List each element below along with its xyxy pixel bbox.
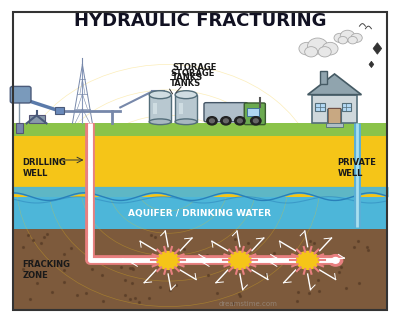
FancyBboxPatch shape xyxy=(204,103,248,122)
Circle shape xyxy=(299,42,315,55)
Circle shape xyxy=(229,252,251,269)
Circle shape xyxy=(328,255,343,266)
Bar xyxy=(13,228,387,310)
Circle shape xyxy=(322,42,338,55)
Text: dreamstime.com: dreamstime.com xyxy=(218,300,277,307)
Bar xyxy=(342,103,352,111)
Text: STORAGE
TANKS: STORAGE TANKS xyxy=(172,63,216,92)
Ellipse shape xyxy=(175,119,197,124)
FancyBboxPatch shape xyxy=(248,108,259,116)
Circle shape xyxy=(305,47,318,57)
Bar xyxy=(153,103,157,114)
Circle shape xyxy=(318,47,331,57)
Circle shape xyxy=(338,36,348,44)
Bar xyxy=(175,95,197,122)
Text: AQUIFER / DRINKING WATER: AQUIFER / DRINKING WATER xyxy=(128,209,272,218)
Text: DRILLING
WELL: DRILLING WELL xyxy=(23,158,66,178)
Circle shape xyxy=(157,252,179,269)
Circle shape xyxy=(210,119,214,123)
Circle shape xyxy=(351,33,362,43)
Circle shape xyxy=(224,119,228,123)
FancyBboxPatch shape xyxy=(328,108,341,124)
Bar xyxy=(149,95,171,122)
Bar xyxy=(54,108,64,114)
Bar xyxy=(28,116,44,123)
Circle shape xyxy=(235,117,245,125)
Circle shape xyxy=(251,117,261,125)
Ellipse shape xyxy=(149,119,171,124)
Polygon shape xyxy=(373,43,382,54)
Bar xyxy=(315,103,325,111)
Text: PRIVATE
WELL: PRIVATE WELL xyxy=(338,158,376,178)
Polygon shape xyxy=(369,61,374,68)
Circle shape xyxy=(221,117,231,125)
Circle shape xyxy=(296,252,319,269)
Circle shape xyxy=(254,119,258,123)
Bar xyxy=(179,103,183,114)
Circle shape xyxy=(348,36,357,44)
Bar xyxy=(326,123,343,126)
Bar xyxy=(13,197,387,228)
Circle shape xyxy=(332,258,339,263)
Circle shape xyxy=(308,38,328,54)
Bar xyxy=(13,123,387,136)
Ellipse shape xyxy=(175,91,197,99)
Text: HYDRAULIC FRACTURING: HYDRAULIC FRACTURING xyxy=(74,12,326,30)
Bar xyxy=(13,136,387,197)
Ellipse shape xyxy=(149,91,171,99)
Circle shape xyxy=(207,117,217,125)
FancyBboxPatch shape xyxy=(10,86,31,103)
FancyBboxPatch shape xyxy=(244,103,265,124)
Circle shape xyxy=(238,119,242,123)
Text: STORAGE
TANKS: STORAGE TANKS xyxy=(170,69,214,88)
Text: FRACKING
ZONE: FRACKING ZONE xyxy=(23,260,71,280)
Circle shape xyxy=(334,33,346,43)
Bar xyxy=(312,95,358,123)
Circle shape xyxy=(340,30,355,42)
Bar xyxy=(320,71,327,84)
Polygon shape xyxy=(308,74,362,95)
Bar xyxy=(16,123,24,133)
